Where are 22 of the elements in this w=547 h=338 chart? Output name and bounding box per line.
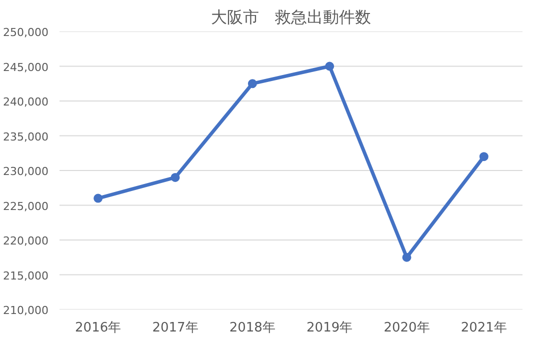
y-tick-label: 215,000 — [3, 269, 49, 282]
y-tick-label: 210,000 — [3, 304, 49, 317]
y-tick-label: 220,000 — [3, 234, 49, 248]
point — [170, 172, 180, 182]
chart-title: 大阪市 救急出動件数 — [211, 8, 371, 26]
x-tick-label: 2016年 — [75, 320, 122, 336]
y-tick-label: 235,000 — [3, 130, 49, 144]
y-tick-label: 240,000 — [3, 96, 49, 108]
y-tick-label: 230,000 — [3, 165, 49, 178]
x-tick-label: 2017年 — [152, 320, 198, 336]
point — [479, 152, 488, 162]
point — [94, 194, 103, 203]
y-tick-label: 245,000 — [3, 60, 49, 74]
x-tick-label: 2019年 — [306, 320, 353, 336]
point — [248, 79, 257, 88]
x-tick-label: 2018年 — [229, 320, 276, 336]
x-tick-label: 2021年 — [460, 320, 507, 336]
point — [325, 62, 334, 71]
x-tick-label: 2020年 — [384, 320, 430, 336]
point — [402, 252, 412, 262]
y-tick-label: 250,000 — [3, 26, 49, 39]
y-tick-label: 225,000 — [3, 200, 49, 213]
